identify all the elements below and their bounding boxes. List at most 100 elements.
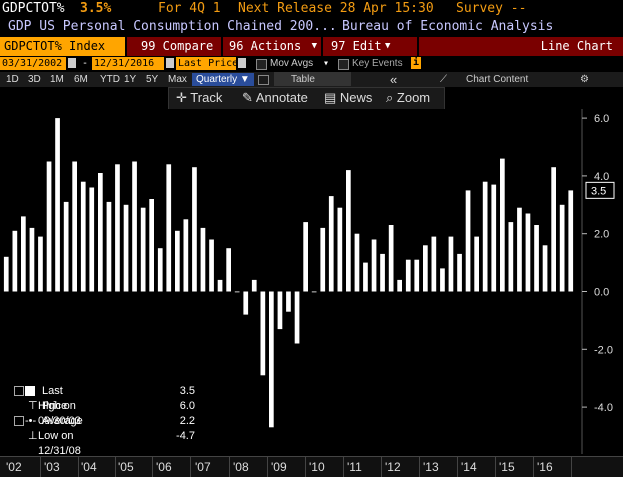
bar-20 <box>175 230 180 292</box>
chart-type-button[interactable]: Line Chart <box>419 37 623 56</box>
bar-1 <box>12 230 18 292</box>
bar-19 <box>166 164 172 292</box>
legend-low-label: Low on 12/31/08 <box>38 430 81 457</box>
period-button-ytd[interactable]: YTD <box>100 74 120 85</box>
bar-49 <box>423 245 428 292</box>
main-toolbar: GDPCTOT% Index 99 Compare 96 Actions ▼ 9… <box>0 37 623 56</box>
bar-64 <box>551 167 556 292</box>
legend-avg-value: 2.2 <box>179 415 195 427</box>
actions-button[interactable]: 96 Actions ▼ <box>223 37 321 56</box>
period-button-6m[interactable]: 6M <box>74 74 88 85</box>
bar-39 <box>337 207 343 292</box>
period-button-max[interactable]: Max <box>168 74 187 85</box>
collapse-icon[interactable]: « <box>390 72 398 87</box>
table-label: Table <box>291 74 315 85</box>
mov-avgs-checkbox[interactable] <box>256 59 267 70</box>
period-button-1m[interactable]: 1M <box>50 74 64 85</box>
bar-chart[interactable]: 6.0 4.0 2.0 0.0 -2.0 -4.0 3.5 <box>0 109 623 454</box>
news-button[interactable]: ▤ News <box>324 90 372 106</box>
x-tick-divider <box>571 457 572 477</box>
bar-8 <box>72 161 77 292</box>
calendar-icon[interactable] <box>68 58 76 68</box>
bar-54 <box>465 190 471 292</box>
bar-57 <box>491 184 497 292</box>
chevron-down-icon[interactable]: ▾ <box>323 58 330 69</box>
bar-52 <box>448 236 454 292</box>
bar-62 <box>534 225 539 292</box>
bar-11 <box>98 173 103 292</box>
x-tick-divider <box>115 457 116 477</box>
key-events-checkbox[interactable] <box>338 59 349 70</box>
compare-button[interactable]: 99 Compare <box>127 37 221 56</box>
legend-toggle-icon[interactable] <box>14 386 24 396</box>
chart-toolbar: ✛ Track ✎ Annotate ▤ News ⌕ Zoom <box>0 87 623 109</box>
news-icon: ▤ <box>324 90 337 105</box>
chart-content-button[interactable]: Chart Content <box>466 74 529 85</box>
legend-toggle-icon[interactable] <box>14 416 24 426</box>
bar-47 <box>405 259 411 292</box>
x-tick-divider <box>40 457 41 477</box>
bar-0 <box>3 256 9 292</box>
frequency-label: Quarterly <box>196 74 238 85</box>
low-marker-icon: ⊥ <box>28 430 38 442</box>
info-icon[interactable]: i <box>411 57 421 69</box>
x-tick-label: '13 <box>423 460 439 474</box>
zoom-button[interactable]: ⌕ Zoom <box>386 90 430 106</box>
key-events-label: Key Events <box>352 58 403 69</box>
bar-5 <box>46 161 52 292</box>
end-date-input[interactable]: 12/31/2016 <box>92 57 164 70</box>
bar-43 <box>371 239 377 292</box>
bar-28 <box>243 291 249 315</box>
x-tick-divider <box>229 457 230 477</box>
legend-high-label: High on 09/30/03 <box>38 400 81 427</box>
bar-46 <box>397 279 402 292</box>
x-tick-divider <box>152 457 153 477</box>
bar-27 <box>234 291 240 293</box>
x-tick-label: '16 <box>537 460 553 474</box>
security-description: GDP US Personal Consumption Chained 200.… <box>8 19 337 34</box>
bar-4 <box>38 236 43 292</box>
calendar-icon[interactable] <box>166 58 174 68</box>
date-range-bar: 03/31/2002 - 12/31/2016 Last Price Mov A… <box>0 57 623 71</box>
period-button-3d[interactable]: 3D <box>28 74 41 85</box>
last-value-label: 3.5 <box>591 185 606 197</box>
x-tick-divider <box>495 457 496 477</box>
date-separator: - <box>82 58 89 69</box>
table-button[interactable]: Table <box>274 72 351 86</box>
bar-3 <box>29 227 35 292</box>
gear-icon[interactable]: ⚙ <box>580 74 589 85</box>
start-date-input[interactable]: 03/31/2002 <box>0 57 66 70</box>
legend-high-value: 6.0 <box>179 400 195 412</box>
x-tick-label: '08 <box>233 460 249 474</box>
chart-content-icon: ⟋ <box>440 74 447 85</box>
bar-44 <box>380 253 385 292</box>
period-button-1d[interactable]: 1D <box>6 74 19 85</box>
bar-15 <box>132 161 137 292</box>
edit-button[interactable]: 97 Edit ▼ <box>323 37 417 56</box>
bar-56 <box>482 181 488 292</box>
bar-51 <box>440 268 445 292</box>
bar-60 <box>517 207 522 292</box>
field-select[interactable]: Last Price <box>176 57 239 70</box>
dropdown-icon[interactable] <box>238 58 246 68</box>
x-tick-divider <box>419 457 420 477</box>
bar-63 <box>542 245 548 292</box>
x-tick-divider <box>457 457 458 477</box>
bar-65 <box>559 204 565 292</box>
track-label: Track <box>190 90 223 105</box>
legend-last-value: 3.5 <box>179 385 195 397</box>
x-tick-label: '06 <box>156 460 172 474</box>
bar-12 <box>106 201 112 292</box>
security-field-label: GDPCTOT% Index <box>4 39 106 53</box>
annotate-button[interactable]: ✎ Annotate <box>242 90 308 106</box>
frequency-select[interactable]: Quarterly ▼ <box>192 73 254 86</box>
security-field[interactable]: GDPCTOT% Index <box>0 37 125 56</box>
track-button[interactable]: ✛ Track <box>176 90 222 106</box>
bar-22 <box>192 167 197 292</box>
period-button-1y[interactable]: 1Y <box>124 74 137 85</box>
table-toggle-checkbox[interactable] <box>258 75 269 85</box>
period-button-5y[interactable]: 5Y <box>146 74 159 85</box>
x-tick-label: '04 <box>81 460 97 474</box>
bar-59 <box>508 222 514 292</box>
bar-26 <box>226 248 231 292</box>
